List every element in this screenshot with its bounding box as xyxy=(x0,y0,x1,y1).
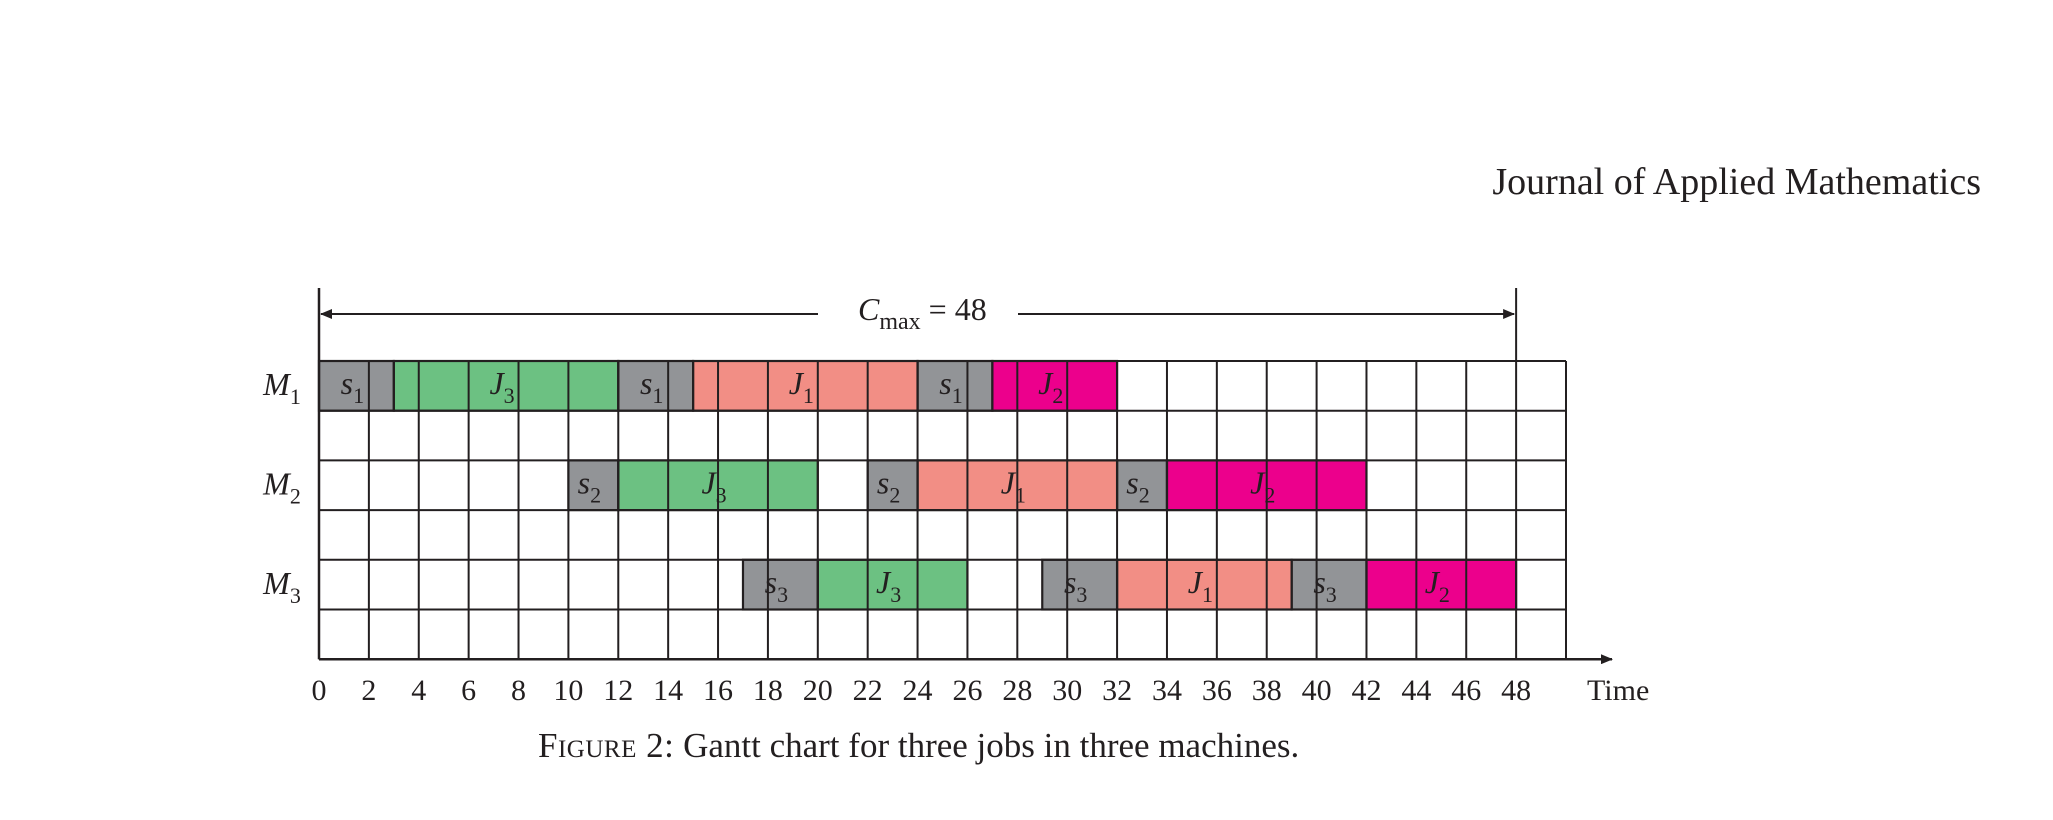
job-label: J3 xyxy=(876,564,901,607)
setup-label: s1 xyxy=(939,365,962,408)
job-bar-j1-m3 xyxy=(1117,559,1292,610)
setup-label: s3 xyxy=(1064,564,1087,607)
setup-bar-s2-m2 xyxy=(1117,460,1167,511)
x-tick-label: 34 xyxy=(1152,674,1182,707)
job-bar-j3-m1 xyxy=(393,361,619,411)
x-tick-label: 46 xyxy=(1451,674,1481,707)
setup-label: s3 xyxy=(1313,564,1336,607)
machine-label-m2: M2 xyxy=(262,465,301,508)
x-tick-label: 18 xyxy=(753,674,783,707)
task-border xyxy=(617,459,819,512)
setup-label: s1 xyxy=(640,365,663,408)
journal-name: Journal of Applied Mathematics xyxy=(1492,161,1981,203)
job-bar-j3-m3 xyxy=(817,559,968,610)
x-tick-label: 20 xyxy=(803,674,833,707)
x-tick-label: 36 xyxy=(1202,674,1232,707)
x-tick-label: 26 xyxy=(952,674,982,707)
x-tick-label: 28 xyxy=(1002,674,1032,707)
setup-label: s3 xyxy=(765,564,788,607)
x-tick-label: 30 xyxy=(1052,674,1082,707)
x-tick-label: 14 xyxy=(653,674,683,707)
task-border xyxy=(1165,459,1368,512)
setup-bar-s3-m3 xyxy=(742,559,818,610)
x-tick-label: 16 xyxy=(703,674,733,707)
setup-bar-s3-m3 xyxy=(1291,559,1367,610)
setup-bar-s2-m2 xyxy=(568,460,619,511)
job-label: J3 xyxy=(701,464,726,507)
job-bar-j1-m1 xyxy=(693,361,918,411)
job-label: J1 xyxy=(1001,464,1026,507)
setup-bar-s3-m3 xyxy=(1042,559,1118,610)
x-tick-label: 2 xyxy=(361,674,376,707)
setup-label: s2 xyxy=(1126,464,1149,507)
caption-text: Gantt chart for three jobs in three mach… xyxy=(683,726,1300,765)
job-label: J1 xyxy=(789,365,814,408)
setup-bar-s1-m1 xyxy=(319,361,394,411)
job-label: J3 xyxy=(489,365,514,408)
makespan-label: Cmax = 48 xyxy=(858,291,987,335)
x-tick-label: 48 xyxy=(1501,674,1531,707)
caption-label: Figure 2: xyxy=(538,726,675,765)
machine-label-m1: M1 xyxy=(262,366,301,409)
x-tick-label: 10 xyxy=(553,674,583,707)
task-border xyxy=(991,359,1119,412)
setup-bar-s2-m2 xyxy=(867,460,918,511)
job-label: J2 xyxy=(1425,564,1450,607)
setup-bar-s1-m1 xyxy=(917,361,993,411)
x-tick-label: 12 xyxy=(603,674,633,707)
x-tick-label: 8 xyxy=(511,674,526,707)
setup-label: s2 xyxy=(578,464,601,507)
x-tick-label: 4 xyxy=(411,674,426,707)
x-tick-label: 38 xyxy=(1252,674,1282,707)
job-label: J1 xyxy=(1188,564,1213,607)
task-border xyxy=(1365,558,1518,611)
x-tick-label: 44 xyxy=(1401,674,1431,707)
x-tick-label: 32 xyxy=(1102,674,1132,707)
task-labels: s1 J3 s1 J1 s1 J2 s2 J3 s2 J1 s2 J2 s3 J3 s3 J1 s3 J2 xyxy=(317,359,1518,611)
job-bar-j2-m3 xyxy=(1366,559,1517,610)
x-tick-label: 6 xyxy=(461,674,476,707)
setup-label: s2 xyxy=(877,464,900,507)
job-bar-j2-m1 xyxy=(992,361,1118,411)
x-tick-label: 22 xyxy=(853,674,883,707)
task-border xyxy=(816,558,969,611)
x-tick-label: 42 xyxy=(1351,674,1381,707)
setup-bar-s1-m1 xyxy=(618,361,694,411)
x-tick-label: 0 xyxy=(312,674,327,707)
machine-label-m3: M3 xyxy=(262,565,301,608)
x-tick-label: 40 xyxy=(1302,674,1332,707)
x-axis-label: Time xyxy=(1587,674,1649,707)
job-label: J2 xyxy=(1038,365,1063,408)
job-label: J2 xyxy=(1250,464,1275,507)
x-tick-label: 24 xyxy=(903,674,933,707)
setup-label: s1 xyxy=(341,365,364,408)
